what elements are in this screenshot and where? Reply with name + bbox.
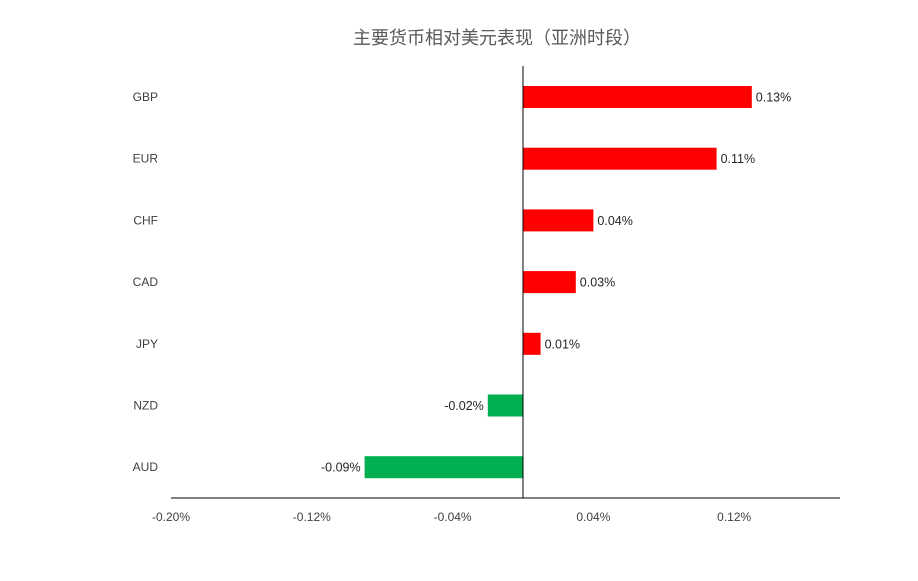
x-tick-label: 0.12% xyxy=(717,510,751,524)
x-tick-label: -0.12% xyxy=(293,510,331,524)
category-label-gbp: GBP xyxy=(133,90,158,104)
x-tick-label: -0.04% xyxy=(434,510,472,524)
bar-nzd xyxy=(487,394,523,417)
data-label-chf: 0.04% xyxy=(597,214,632,228)
x-tick-label: 0.04% xyxy=(576,510,610,524)
bar-eur xyxy=(523,147,717,170)
category-label-jpy: JPY xyxy=(136,337,158,351)
category-label-aud: AUD xyxy=(133,460,159,474)
data-label-aud: -0.09% xyxy=(321,461,361,475)
data-label-gbp: 0.13% xyxy=(756,91,791,105)
axis-layer: -0.20% -0.12% -0.04% 0.04% 0.12% xyxy=(152,66,840,524)
category-label-cad: CAD xyxy=(133,275,159,289)
data-label-cad: 0.03% xyxy=(580,276,615,290)
bar-chf xyxy=(523,209,594,232)
data-label-nzd: -0.02% xyxy=(444,399,484,413)
x-tick-label: -0.20% xyxy=(152,510,190,524)
bars-layer xyxy=(364,86,752,479)
category-label-nzd: NZD xyxy=(133,399,158,413)
chart-title: 主要货币相对美元表现（亚洲时段） xyxy=(353,28,641,49)
bar-jpy xyxy=(523,332,541,355)
category-label-chf: CHF xyxy=(133,213,158,227)
data-label-jpy: 0.01% xyxy=(545,337,580,351)
bar-aud xyxy=(364,456,523,479)
bar-gbp xyxy=(523,86,752,108)
data-label-eur: 0.11% xyxy=(721,152,756,166)
bar-cad xyxy=(523,271,576,294)
category-label-eur: EUR xyxy=(133,152,159,166)
labels-layer: GBP 0.13% EUR 0.11% CHF 0.04% CAD 0.03% JPY 0.01%… xyxy=(133,90,792,475)
